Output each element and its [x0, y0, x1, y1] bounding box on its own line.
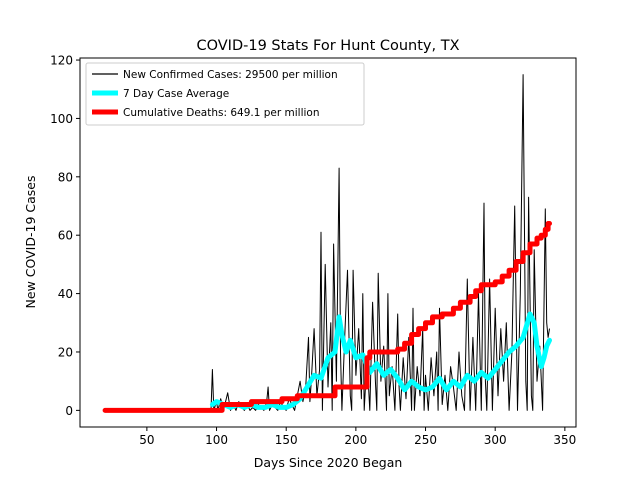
y-tick-label: 0 [65, 404, 73, 418]
y-tick-label: 120 [50, 54, 73, 68]
legend-label-new-cases: New Confirmed Cases: 29500 per million [123, 69, 338, 81]
y-axis: 0 20 40 60 80 100 120 [50, 54, 80, 418]
x-tick-label: 50 [139, 433, 154, 447]
legend-label-cumulative-deaths: Cumulative Deaths: 649.1 per million [123, 107, 320, 119]
x-tick-label: 350 [553, 433, 576, 447]
chart-title: COVID-19 Stats For Hunt County, TX [196, 38, 459, 54]
y-tick-label: 100 [50, 112, 73, 126]
legend-box [85, 62, 365, 126]
y-axis-label: New COVID-19 Cases [23, 176, 38, 309]
x-axis: 50 100 150 200 250 300 350 [139, 427, 576, 447]
y-tick-label: 40 [58, 287, 73, 301]
x-tick-label: 200 [344, 433, 367, 447]
x-tick-label: 100 [205, 433, 228, 447]
plot-frame [79, 57, 577, 428]
x-tick-label: 300 [484, 433, 507, 447]
y-tick-label: 20 [58, 345, 73, 359]
series-7-day-average [209, 311, 552, 410]
series-cumulative-deaths [102, 221, 552, 413]
plot-area [79, 57, 577, 428]
y-tick-label: 60 [58, 229, 73, 243]
y-tick-label: 80 [58, 170, 73, 184]
legend: New Confirmed Cases: 29500 per million 7… [85, 62, 365, 126]
x-tick-label: 150 [275, 433, 298, 447]
x-tick-label: 250 [414, 433, 437, 447]
series-new-confirmed-cases [105, 74, 550, 411]
x-axis-label: Days Since 2020 Began [254, 455, 403, 470]
legend-label-7-day-average: 7 Day Case Average [123, 88, 229, 100]
